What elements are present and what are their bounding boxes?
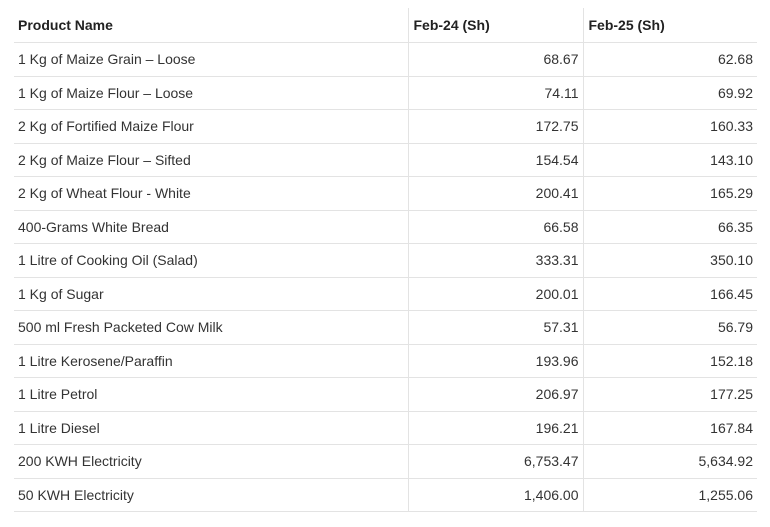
price-cell: 165.29: [582, 176, 757, 211]
price-cell: 177.25: [582, 377, 757, 412]
price-cell: 1,406.00: [407, 478, 583, 512]
price-cell: 68.67: [407, 42, 583, 77]
price-cell: 350.10: [582, 243, 757, 278]
price-cell: 166.45: [582, 277, 757, 311]
product-cell: 1 Kg of Sugar: [14, 277, 408, 311]
product-cell: 400-Grams White Bread: [14, 210, 408, 244]
price-cell: 167.84: [582, 411, 757, 445]
table-row: 400-Grams White Bread 66.58 66.35: [14, 210, 757, 244]
table-row: 1 Litre Petrol 206.97 177.25: [14, 377, 757, 412]
price-cell: 200.41: [407, 176, 583, 211]
table-row: 1 Litre Diesel 196.21 167.84: [14, 411, 757, 445]
table-row: 1 Litre Kerosene/Paraffin 193.96 152.18: [14, 344, 757, 378]
price-cell: 56.79: [582, 310, 757, 345]
price-table: Product Name Feb-24 (Sh) Feb-25 (Sh) 1 Kg …: [14, 8, 757, 512]
product-cell: 1 Kg of Maize Grain – Loose: [14, 42, 408, 77]
header-cell: Product Name: [14, 8, 408, 43]
product-cell: 200 KWH Electricity: [14, 444, 408, 479]
product-cell: 1 Litre Petrol: [14, 377, 408, 412]
table-row: 500 ml Fresh Packeted Cow Milk 57.31 56.79: [14, 310, 757, 345]
price-cell: 1,255.06: [582, 478, 757, 512]
price-cell: 5,634.92: [582, 444, 757, 479]
product-cell: 50 KWH Electricity: [14, 478, 408, 512]
header-row: Product Name Feb-24 (Sh) Feb-25 (Sh): [14, 8, 757, 43]
price-cell: 66.35: [582, 210, 757, 244]
price-cell: 154.54: [407, 143, 583, 177]
price-cell: 160.33: [582, 109, 757, 144]
price-cell: 172.75: [407, 109, 583, 144]
product-cell: 1 Litre Diesel: [14, 411, 408, 445]
table-row: 1 Kg of Maize Flour – Loose 74.11 69.92: [14, 76, 757, 110]
price-cell: 206.97: [407, 377, 583, 412]
price-cell: 62.68: [582, 42, 757, 77]
table-container: Product Name Feb-24 (Sh) Feb-25 (Sh) 1 Kg …: [14, 8, 757, 512]
product-cell: 500 ml Fresh Packeted Cow Milk: [14, 310, 408, 345]
table-row: 1 Kg of Maize Grain – Loose 68.67 62.68: [14, 42, 757, 77]
price-cell: 57.31: [407, 310, 583, 345]
table-row: 2 Kg of Maize Flour – Sifted 154.54 143.10: [14, 143, 757, 177]
price-cell: 66.58: [407, 210, 583, 244]
header-cell: Feb-24 (Sh): [407, 8, 583, 43]
table-row: 1 Litre of Cooking Oil (Salad) 333.31 350.…: [14, 243, 757, 278]
product-cell: 2 Kg of Fortified Maize Flour: [14, 109, 408, 144]
table-row: 2 Kg of Wheat Flour - White 200.41 165.29: [14, 176, 757, 211]
price-cell: 333.31: [407, 243, 583, 278]
table-row: 2 Kg of Fortified Maize Flour 172.75 160.3…: [14, 109, 757, 144]
header-cell: Feb-25 (Sh): [582, 8, 757, 43]
price-cell: 196.21: [407, 411, 583, 445]
price-cell: 152.18: [582, 344, 757, 378]
product-cell: 1 Litre Kerosene/Paraffin: [14, 344, 408, 378]
product-cell: 1 Litre of Cooking Oil (Salad): [14, 243, 408, 278]
price-cell: 74.11: [407, 76, 583, 110]
table-row: 50 KWH Electricity 1,406.00 1,255.06: [14, 478, 757, 512]
price-cell: 6,753.47: [407, 444, 583, 479]
table-body: 1 Kg of Maize Grain – Loose 68.67 62.68 1 K…: [14, 42, 757, 512]
price-cell: 200.01: [407, 277, 583, 311]
product-cell: 2 Kg of Wheat Flour - White: [14, 176, 408, 211]
table-row: 1 Kg of Sugar 200.01 166.45: [14, 277, 757, 311]
product-cell: 1 Kg of Maize Flour – Loose: [14, 76, 408, 110]
price-cell: 143.10: [582, 143, 757, 177]
price-cell: 193.96: [407, 344, 583, 378]
product-cell: 2 Kg of Maize Flour – Sifted: [14, 143, 408, 177]
table-row: 200 KWH Electricity 6,753.47 5,634.92: [14, 444, 757, 479]
price-cell: 69.92: [582, 76, 757, 110]
